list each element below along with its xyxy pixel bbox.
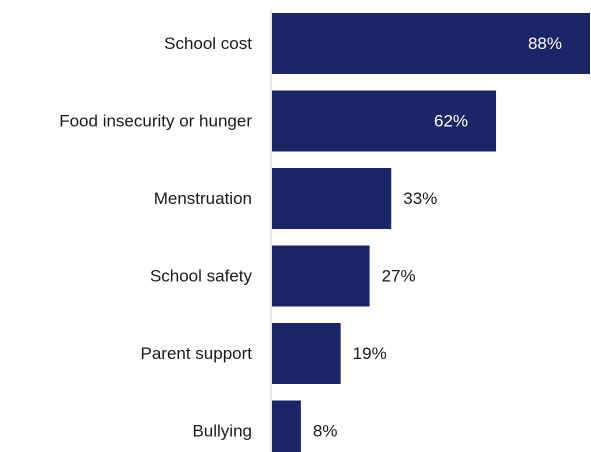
- bar-menstruation: [272, 168, 392, 229]
- value-label: 33%: [403, 189, 437, 208]
- category-label: School safety: [150, 267, 253, 286]
- category-label: Bullying: [192, 422, 252, 441]
- bar-bullying: [272, 400, 301, 452]
- value-label: 88%: [528, 34, 562, 53]
- value-label: 62%: [434, 112, 468, 131]
- category-label: Food insecurity or hunger: [59, 112, 252, 131]
- bar-food-insecurity-or-hunger: [272, 90, 497, 152]
- value-label: 19%: [353, 344, 387, 363]
- bar-school-safety: [272, 245, 370, 307]
- bar-parent-support: [272, 323, 341, 384]
- bars-layer: School cost 88% Food insecurity or hunger 6…: [59, 13, 590, 452]
- bar-school-cost: [272, 13, 590, 74]
- category-label: Parent support: [140, 344, 252, 363]
- value-label: 8%: [313, 422, 338, 441]
- value-label: 27%: [382, 267, 416, 286]
- category-label: Menstruation: [154, 189, 252, 208]
- category-label: School cost: [164, 34, 252, 53]
